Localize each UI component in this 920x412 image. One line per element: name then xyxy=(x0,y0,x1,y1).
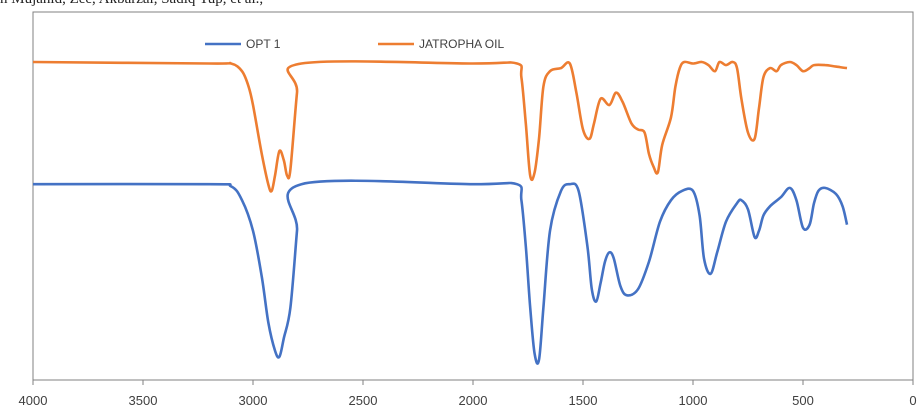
x-tick-label: 2000 xyxy=(459,393,488,408)
x-tick-label: 1500 xyxy=(569,393,598,408)
x-tick-label: 4000 xyxy=(19,393,48,408)
series-line-opt-1 xyxy=(33,181,847,364)
x-tick-label: 2500 xyxy=(349,393,378,408)
legend-label: OPT 1 xyxy=(246,37,281,51)
x-tick-label: 3500 xyxy=(129,393,158,408)
x-tick-label: 0 xyxy=(909,393,916,408)
series-line-jatropha-oil xyxy=(33,61,847,191)
x-tick-label: 1000 xyxy=(679,393,708,408)
x-tick-label: 500 xyxy=(792,393,814,408)
legend-label: JATROPHA OIL xyxy=(419,37,504,51)
x-tick-label: 3000 xyxy=(239,393,268,408)
